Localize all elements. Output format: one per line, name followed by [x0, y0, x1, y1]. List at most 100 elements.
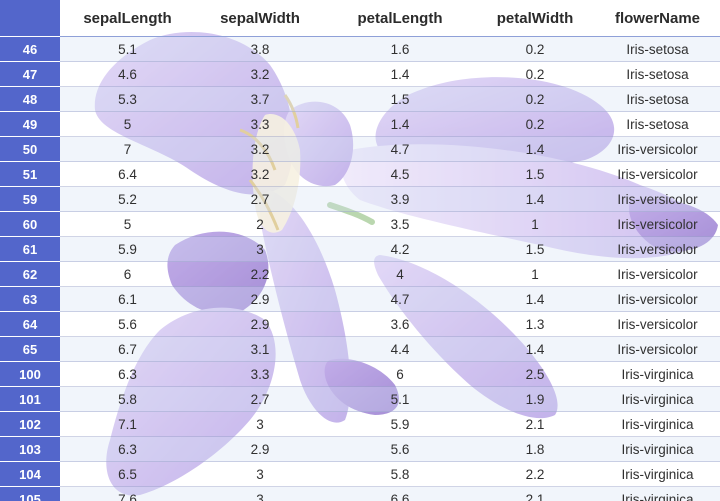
table-cell[interactable]: 0.2	[475, 61, 595, 87]
table-cell[interactable]: Iris-versicolor	[595, 336, 720, 362]
table-cell[interactable]: 1.4	[325, 61, 475, 87]
table-cell[interactable]: 3	[195, 236, 325, 262]
table-row[interactable]: 100 6.3 3.3 6 2.5 Iris-virginica	[0, 361, 720, 387]
row-index-cell[interactable]: 63	[0, 286, 60, 312]
table-cell[interactable]: 3.2	[195, 61, 325, 87]
table-cell[interactable]: 3.6	[325, 311, 475, 337]
table-cell[interactable]: 7	[60, 136, 195, 162]
table-cell[interactable]: 4.7	[325, 136, 475, 162]
table-cell[interactable]: 1.6	[325, 36, 475, 62]
table-cell[interactable]: 2.2	[195, 261, 325, 287]
table-cell[interactable]: 0.2	[475, 86, 595, 112]
table-cell[interactable]: 4.4	[325, 336, 475, 362]
table-cell[interactable]: 1.3	[475, 311, 595, 337]
table-cell[interactable]: 4.6	[60, 61, 195, 87]
row-index-cell[interactable]: 50	[0, 136, 60, 162]
table-row[interactable]: 65 6.7 3.1 4.4 1.4 Iris-versicolor	[0, 336, 720, 362]
table-cell[interactable]: 6.3	[60, 436, 195, 462]
column-header-sepal-width[interactable]: sepalWidth	[195, 0, 325, 37]
table-cell[interactable]: 6.1	[60, 286, 195, 312]
table-cell[interactable]: 3.1	[195, 336, 325, 362]
table-cell[interactable]: 3.2	[195, 136, 325, 162]
table-cell[interactable]: Iris-setosa	[595, 61, 720, 87]
table-cell[interactable]: 3.8	[195, 36, 325, 62]
table-cell[interactable]: Iris-virginica	[595, 361, 720, 387]
table-cell[interactable]: Iris-versicolor	[595, 211, 720, 237]
table-cell[interactable]: 4.7	[325, 286, 475, 312]
row-index-cell[interactable]: 102	[0, 411, 60, 437]
table-cell[interactable]: 4.2	[325, 236, 475, 262]
table-cell[interactable]: 5.9	[325, 411, 475, 437]
table-cell[interactable]: 3	[195, 411, 325, 437]
table-cell[interactable]: 5.1	[325, 386, 475, 412]
table-cell[interactable]: 2.1	[475, 486, 595, 501]
table-cell[interactable]: 0.2	[475, 111, 595, 137]
table-cell[interactable]: Iris-virginica	[595, 486, 720, 501]
table-cell[interactable]: 1.8	[475, 436, 595, 462]
table-cell[interactable]: 6	[325, 361, 475, 387]
row-index-cell[interactable]: 101	[0, 386, 60, 412]
row-index-cell[interactable]: 47	[0, 61, 60, 87]
row-index-cell[interactable]: 48	[0, 86, 60, 112]
row-index-cell[interactable]: 64	[0, 311, 60, 337]
table-cell[interactable]: 3.2	[195, 161, 325, 187]
table-cell[interactable]: Iris-versicolor	[595, 186, 720, 212]
table-row[interactable]: 103 6.3 2.9 5.6 1.8 Iris-virginica	[0, 436, 720, 462]
table-cell[interactable]: Iris-virginica	[595, 411, 720, 437]
table-cell[interactable]: Iris-virginica	[595, 436, 720, 462]
table-cell[interactable]: Iris-setosa	[595, 111, 720, 137]
table-cell[interactable]: 6.7	[60, 336, 195, 362]
column-header-petal-width[interactable]: petalWidth	[475, 0, 595, 37]
table-cell[interactable]: 5.1	[60, 36, 195, 62]
table-cell[interactable]: 1.5	[475, 161, 595, 187]
table-cell[interactable]: 5.9	[60, 236, 195, 262]
table-cell[interactable]: 2.1	[475, 411, 595, 437]
table-cell[interactable]: 6	[60, 261, 195, 287]
table-cell[interactable]: 1.4	[475, 186, 595, 212]
table-cell[interactable]: 1.4	[475, 136, 595, 162]
row-index-cell[interactable]: 46	[0, 36, 60, 62]
table-cell[interactable]: 1.4	[475, 336, 595, 362]
table-row[interactable]: 101 5.8 2.7 5.1 1.9 Iris-virginica	[0, 386, 720, 412]
table-cell[interactable]: 4	[325, 261, 475, 287]
row-index-cell[interactable]: 51	[0, 161, 60, 187]
table-cell[interactable]: 1.4	[325, 111, 475, 137]
table-cell[interactable]: 6.4	[60, 161, 195, 187]
table-cell[interactable]: Iris-versicolor	[595, 311, 720, 337]
table-cell[interactable]: 6.3	[60, 361, 195, 387]
table-cell[interactable]: 2.2	[475, 461, 595, 487]
row-index-cell[interactable]: 59	[0, 186, 60, 212]
table-cell[interactable]: Iris-setosa	[595, 86, 720, 112]
row-index-cell[interactable]: 100	[0, 361, 60, 387]
table-cell[interactable]: 5.6	[60, 311, 195, 337]
table-cell[interactable]: 5.2	[60, 186, 195, 212]
table-cell[interactable]: 0.2	[475, 36, 595, 62]
table-cell[interactable]: 3.7	[195, 86, 325, 112]
table-cell[interactable]: 3.3	[195, 111, 325, 137]
table-cell[interactable]: 1.5	[325, 86, 475, 112]
index-column-header[interactable]	[0, 0, 60, 37]
table-row[interactable]: 63 6.1 2.9 4.7 1.4 Iris-versicolor	[0, 286, 720, 312]
table-cell[interactable]: Iris-setosa	[595, 36, 720, 62]
table-cell[interactable]: Iris-virginica	[595, 461, 720, 487]
table-row[interactable]: 46 5.1 3.8 1.6 0.2 Iris-setosa	[0, 36, 720, 62]
table-cell[interactable]: 7.1	[60, 411, 195, 437]
table-cell[interactable]: 6.6	[325, 486, 475, 501]
table-cell[interactable]: 4.5	[325, 161, 475, 187]
table-cell[interactable]: Iris-versicolor	[595, 161, 720, 187]
column-header-sepal-length[interactable]: sepalLength	[60, 0, 195, 37]
row-index-cell[interactable]: 62	[0, 261, 60, 287]
table-row[interactable]: 102 7.1 3 5.9 2.1 Iris-virginica	[0, 411, 720, 437]
table-cell[interactable]: Iris-versicolor	[595, 236, 720, 262]
table-cell[interactable]: 2.7	[195, 386, 325, 412]
column-header-flower-name[interactable]: flowerName	[595, 0, 720, 37]
table-cell[interactable]: 5.6	[325, 436, 475, 462]
row-index-cell[interactable]: 61	[0, 236, 60, 262]
table-cell[interactable]: 1.4	[475, 286, 595, 312]
table-row[interactable]: 105 7.6 3 6.6 2.1 Iris-virginica	[0, 486, 720, 501]
table-cell[interactable]: 2.9	[195, 286, 325, 312]
table-cell[interactable]: 1.9	[475, 386, 595, 412]
table-cell[interactable]: 5	[60, 111, 195, 137]
table-row[interactable]: 47 4.6 3.2 1.4 0.2 Iris-setosa	[0, 61, 720, 87]
column-header-petal-length[interactable]: petalLength	[325, 0, 475, 37]
